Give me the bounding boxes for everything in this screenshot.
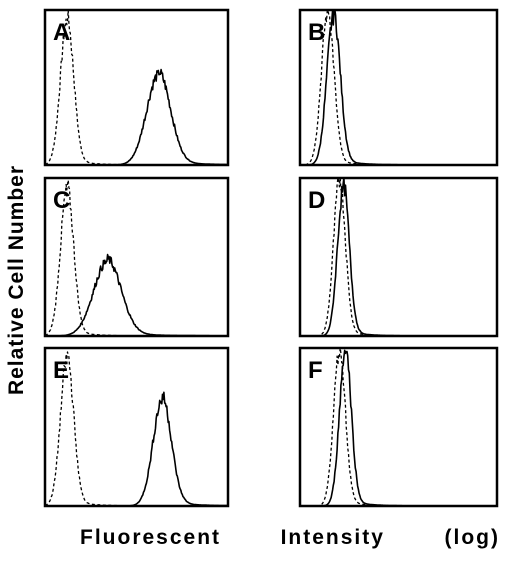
- panel-D-solid-histogram: [300, 177, 497, 337]
- panel-F-solid-histogram: [300, 349, 497, 507]
- panel-F-label: F: [308, 357, 323, 384]
- panel-D-frame: [298, 176, 499, 338]
- panel-E-frame: [43, 346, 230, 508]
- panel-D-label: D: [308, 187, 325, 214]
- panel-A-label: A: [53, 19, 70, 46]
- panel-A-frame: [43, 8, 230, 167]
- panel-A-dashed-histogram: [44, 9, 228, 166]
- panel-F-frame: [298, 346, 499, 508]
- panel-E-dashed-histogram: [44, 351, 228, 507]
- panel-F-dashed-histogram: [300, 347, 497, 507]
- panel-A-solid-histogram: [44, 68, 229, 166]
- y-axis-label-container: Relative Cell Number: [2, 130, 32, 430]
- panel-C-label: C: [53, 187, 70, 214]
- panel-E-label: E: [53, 357, 69, 384]
- y-axis-label: Relative Cell Number: [5, 164, 28, 396]
- panel-B-solid-histogram: [300, 9, 497, 166]
- panel-C-frame: [43, 176, 230, 338]
- x-axis-label-word-1: Fluorescent: [80, 526, 222, 549]
- panel-E-solid-histogram: [44, 391, 229, 507]
- x-axis-label: Fluorescent Intensity (log): [80, 524, 500, 552]
- x-axis-label-word-3: (log): [444, 526, 500, 549]
- panel-C-solid-histogram: [44, 253, 229, 337]
- panel-B-label: B: [308, 19, 325, 46]
- panel-D-dashed-histogram: [300, 177, 497, 337]
- panel-C-dashed-histogram: [44, 179, 228, 337]
- x-axis-label-word-2: Intensity: [280, 526, 385, 549]
